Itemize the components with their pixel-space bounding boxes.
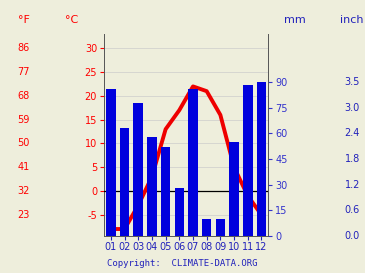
Bar — [106, 89, 116, 236]
Text: 23: 23 — [18, 210, 30, 220]
Text: 77: 77 — [18, 67, 30, 77]
Text: °C: °C — [65, 16, 78, 25]
Bar — [257, 82, 266, 236]
Text: 0.6: 0.6 — [345, 206, 360, 215]
Text: 41: 41 — [18, 162, 30, 172]
Bar — [147, 137, 157, 236]
Bar — [134, 103, 143, 236]
Text: mm: mm — [284, 16, 306, 25]
Text: 50: 50 — [18, 138, 30, 149]
Text: inch: inch — [341, 16, 364, 25]
Text: 0.0: 0.0 — [345, 231, 360, 241]
Text: 86: 86 — [18, 43, 30, 54]
Text: 68: 68 — [18, 91, 30, 101]
Bar — [243, 85, 253, 236]
Text: 3.5: 3.5 — [345, 77, 360, 87]
Bar — [161, 147, 170, 236]
Text: 1.2: 1.2 — [345, 180, 360, 190]
Bar — [216, 219, 225, 236]
Text: 32: 32 — [18, 186, 30, 196]
Bar — [188, 89, 198, 236]
Bar — [229, 142, 239, 236]
Bar — [120, 128, 129, 236]
Text: 2.4: 2.4 — [345, 128, 360, 138]
Text: 3.0: 3.0 — [345, 103, 360, 113]
Text: 59: 59 — [18, 115, 30, 125]
Text: °F: °F — [18, 16, 30, 25]
Text: Copyright:  CLIMATE-DATA.ORG: Copyright: CLIMATE-DATA.ORG — [107, 259, 258, 268]
Text: 1.8: 1.8 — [345, 154, 360, 164]
Bar — [174, 188, 184, 236]
Bar — [202, 219, 211, 236]
